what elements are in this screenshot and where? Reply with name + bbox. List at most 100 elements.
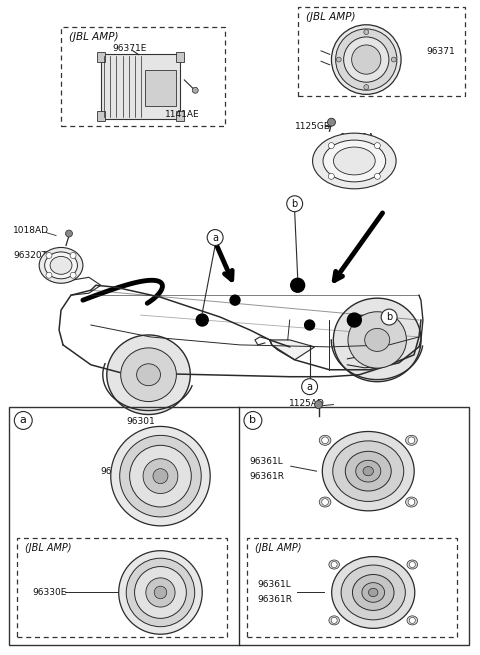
Text: 1018AD: 1018AD (13, 226, 49, 235)
Ellipse shape (407, 560, 418, 569)
Text: 1141AE: 1141AE (166, 110, 200, 119)
Text: 96301: 96301 (126, 417, 155, 426)
Bar (176, 111, 184, 121)
Circle shape (130, 445, 192, 507)
Ellipse shape (369, 588, 378, 597)
Circle shape (409, 618, 415, 624)
Circle shape (146, 578, 175, 607)
Polygon shape (348, 355, 394, 367)
Circle shape (344, 37, 389, 82)
Circle shape (331, 561, 337, 567)
Ellipse shape (319, 436, 331, 445)
Circle shape (336, 57, 341, 62)
Text: a: a (20, 415, 27, 426)
Ellipse shape (50, 256, 72, 274)
Circle shape (207, 229, 223, 246)
Bar (97, 52, 105, 62)
Text: 96361L: 96361L (249, 457, 283, 466)
Text: (JBL AMP): (JBL AMP) (306, 12, 355, 22)
Circle shape (230, 295, 240, 305)
Circle shape (374, 174, 380, 179)
Ellipse shape (120, 348, 176, 402)
Text: 96371A: 96371A (339, 132, 374, 141)
Text: 96330E: 96330E (32, 588, 67, 597)
Ellipse shape (332, 557, 415, 628)
Text: 96320T: 96320T (13, 251, 48, 260)
Text: (JBL AMP): (JBL AMP) (25, 543, 72, 553)
Circle shape (314, 401, 323, 409)
Circle shape (328, 174, 334, 179)
Circle shape (70, 272, 76, 278)
Ellipse shape (352, 574, 394, 610)
Text: 96361L: 96361L (257, 580, 291, 589)
Circle shape (332, 25, 401, 94)
Text: b: b (291, 198, 298, 209)
Text: 96330B: 96330B (101, 466, 136, 476)
Bar (17, 538, 227, 637)
Circle shape (14, 411, 32, 430)
Ellipse shape (406, 497, 417, 507)
Ellipse shape (319, 497, 331, 507)
Circle shape (153, 469, 168, 483)
Ellipse shape (107, 335, 190, 415)
Circle shape (352, 45, 381, 74)
Bar (61, 27, 225, 126)
Ellipse shape (45, 252, 77, 279)
Text: (JBL AMP): (JBL AMP) (255, 543, 301, 553)
Ellipse shape (329, 616, 339, 625)
Ellipse shape (365, 328, 390, 352)
Circle shape (126, 558, 195, 627)
Text: a: a (307, 382, 312, 392)
Circle shape (364, 84, 369, 90)
Circle shape (46, 253, 52, 259)
Bar (144, 70, 176, 106)
Ellipse shape (333, 298, 421, 382)
Circle shape (408, 498, 415, 506)
Ellipse shape (363, 466, 373, 476)
Circle shape (322, 498, 328, 506)
Text: b: b (386, 312, 392, 322)
Ellipse shape (341, 565, 405, 620)
Ellipse shape (407, 616, 418, 625)
Circle shape (291, 278, 305, 292)
Text: b: b (250, 415, 256, 426)
Text: (JBL AMP): (JBL AMP) (69, 31, 119, 42)
Circle shape (287, 196, 302, 212)
Ellipse shape (362, 583, 384, 603)
Circle shape (331, 618, 337, 624)
Circle shape (409, 561, 415, 567)
Text: a: a (212, 233, 218, 242)
Bar (298, 7, 465, 96)
Ellipse shape (333, 441, 404, 502)
Ellipse shape (348, 312, 407, 368)
Circle shape (327, 118, 336, 126)
Ellipse shape (345, 451, 391, 491)
Ellipse shape (406, 436, 417, 445)
Circle shape (374, 143, 380, 149)
Circle shape (70, 253, 76, 259)
Bar (247, 538, 457, 637)
Circle shape (336, 29, 397, 90)
Circle shape (111, 426, 210, 526)
Circle shape (381, 309, 397, 325)
Circle shape (328, 143, 334, 149)
Circle shape (244, 411, 262, 430)
Text: 96371: 96371 (426, 47, 455, 56)
Bar (101, 54, 180, 119)
Ellipse shape (323, 140, 385, 182)
Circle shape (46, 272, 52, 278)
Circle shape (196, 314, 208, 326)
Ellipse shape (39, 248, 83, 283)
Ellipse shape (329, 560, 339, 569)
Circle shape (134, 567, 186, 618)
Bar (176, 52, 184, 62)
Bar (9, 407, 468, 645)
Text: 1125GB: 1125GB (295, 122, 331, 130)
Circle shape (391, 57, 396, 62)
Circle shape (120, 436, 201, 517)
Text: 96361R: 96361R (257, 595, 292, 604)
Ellipse shape (312, 133, 396, 189)
Ellipse shape (323, 432, 414, 511)
Circle shape (119, 551, 202, 634)
Text: 96361R: 96361R (249, 472, 284, 481)
